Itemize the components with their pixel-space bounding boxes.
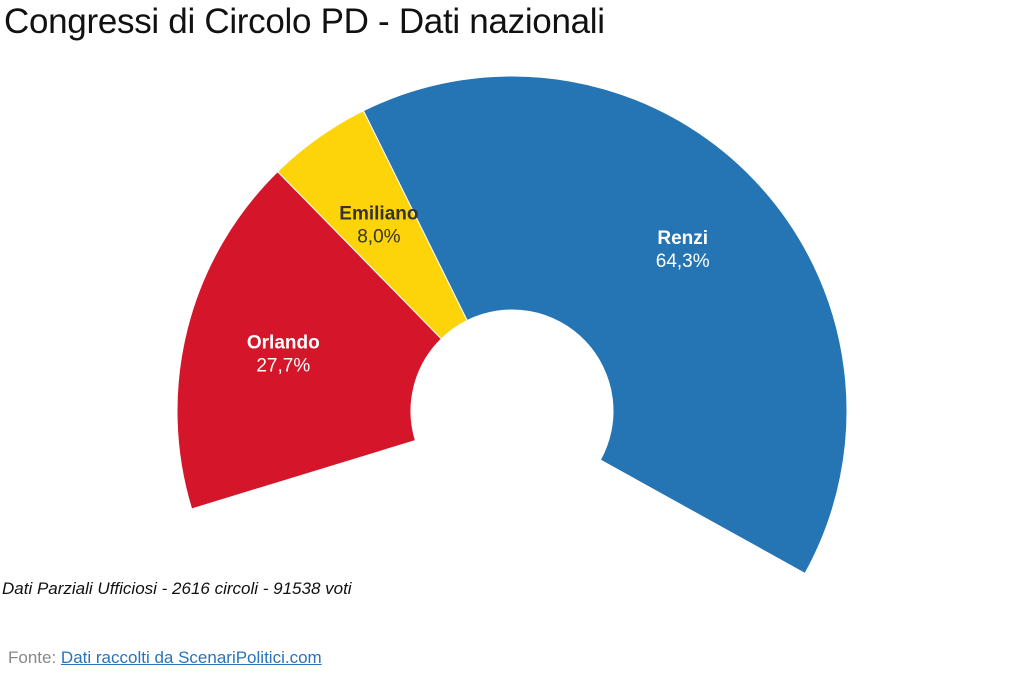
source-line: Fonte: Dati raccolti da ScenariPolitici.…	[8, 648, 322, 668]
slice-value-label: 8,0%	[357, 226, 400, 247]
chart-slices	[176, 75, 848, 575]
slice-name-label: Emiliano	[339, 203, 418, 224]
source-link[interactable]: Dati raccolti da ScenariPolitici.com	[60, 648, 322, 667]
chart-note: Dati Parziali Ufficiosi - 2616 circoli -…	[2, 579, 352, 598]
slice-value-label: 27,7%	[256, 356, 310, 377]
slice-name-label: Orlando	[247, 333, 320, 354]
slice-orlando[interactable]	[176, 170, 443, 510]
source-prefix: Fonte:	[8, 648, 61, 667]
slice-renzi[interactable]	[362, 75, 848, 575]
chart-title: Congressi di Circolo PD - Dati nazionali	[4, 2, 605, 41]
slice-value-label: 64,3%	[656, 251, 710, 272]
slice-name-label: Renzi	[657, 228, 708, 249]
